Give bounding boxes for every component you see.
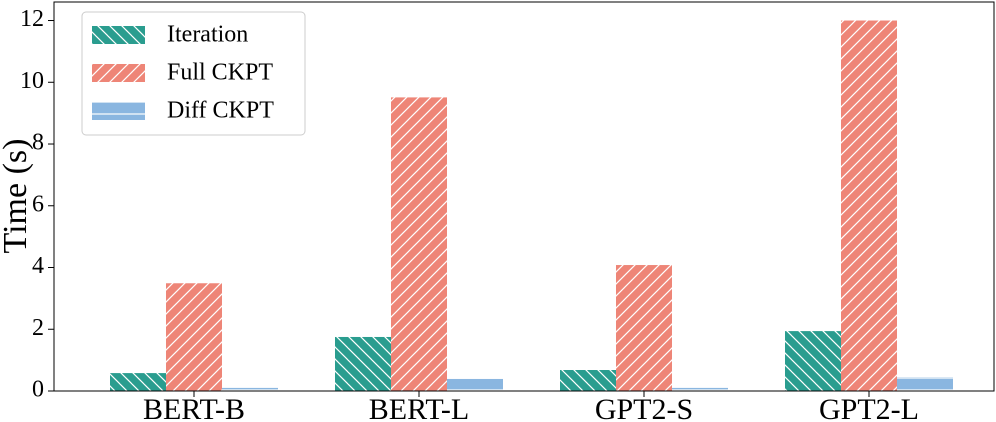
bar	[166, 283, 222, 391]
x-tick-label: GPT2-L	[819, 393, 919, 422]
y-tick-label: 12	[20, 6, 44, 32]
bar	[447, 378, 503, 391]
bar	[391, 97, 447, 392]
x-tick-label: BERT-B	[143, 393, 245, 422]
y-tick-label: 0	[32, 377, 44, 403]
bar	[110, 373, 166, 391]
bar	[560, 370, 616, 391]
legend-swatch	[92, 64, 145, 82]
y-tick-label: 10	[20, 68, 44, 94]
legend-label: Iteration	[167, 22, 248, 48]
bar	[222, 387, 278, 391]
legend-label: Diff CKPT	[167, 98, 274, 124]
y-tick-label: 6	[32, 191, 44, 217]
bar	[897, 377, 953, 391]
y-tick-label: 2	[32, 315, 44, 341]
legend-swatch	[92, 26, 145, 44]
y-tick-label: 4	[32, 253, 44, 279]
bar	[616, 265, 672, 391]
bar	[672, 387, 728, 391]
legend-swatch	[92, 102, 145, 120]
y-tick-label: 8	[32, 130, 44, 156]
bar	[785, 331, 841, 391]
x-tick-label: BERT-L	[369, 393, 469, 422]
bar	[841, 20, 897, 392]
plot-frame	[53, 1, 995, 392]
x-tick-label: GPT2-S	[595, 393, 693, 422]
legend-label: Full CKPT	[167, 60, 273, 86]
y-axis-label: Time (s)	[0, 139, 34, 254]
bar	[335, 336, 391, 391]
